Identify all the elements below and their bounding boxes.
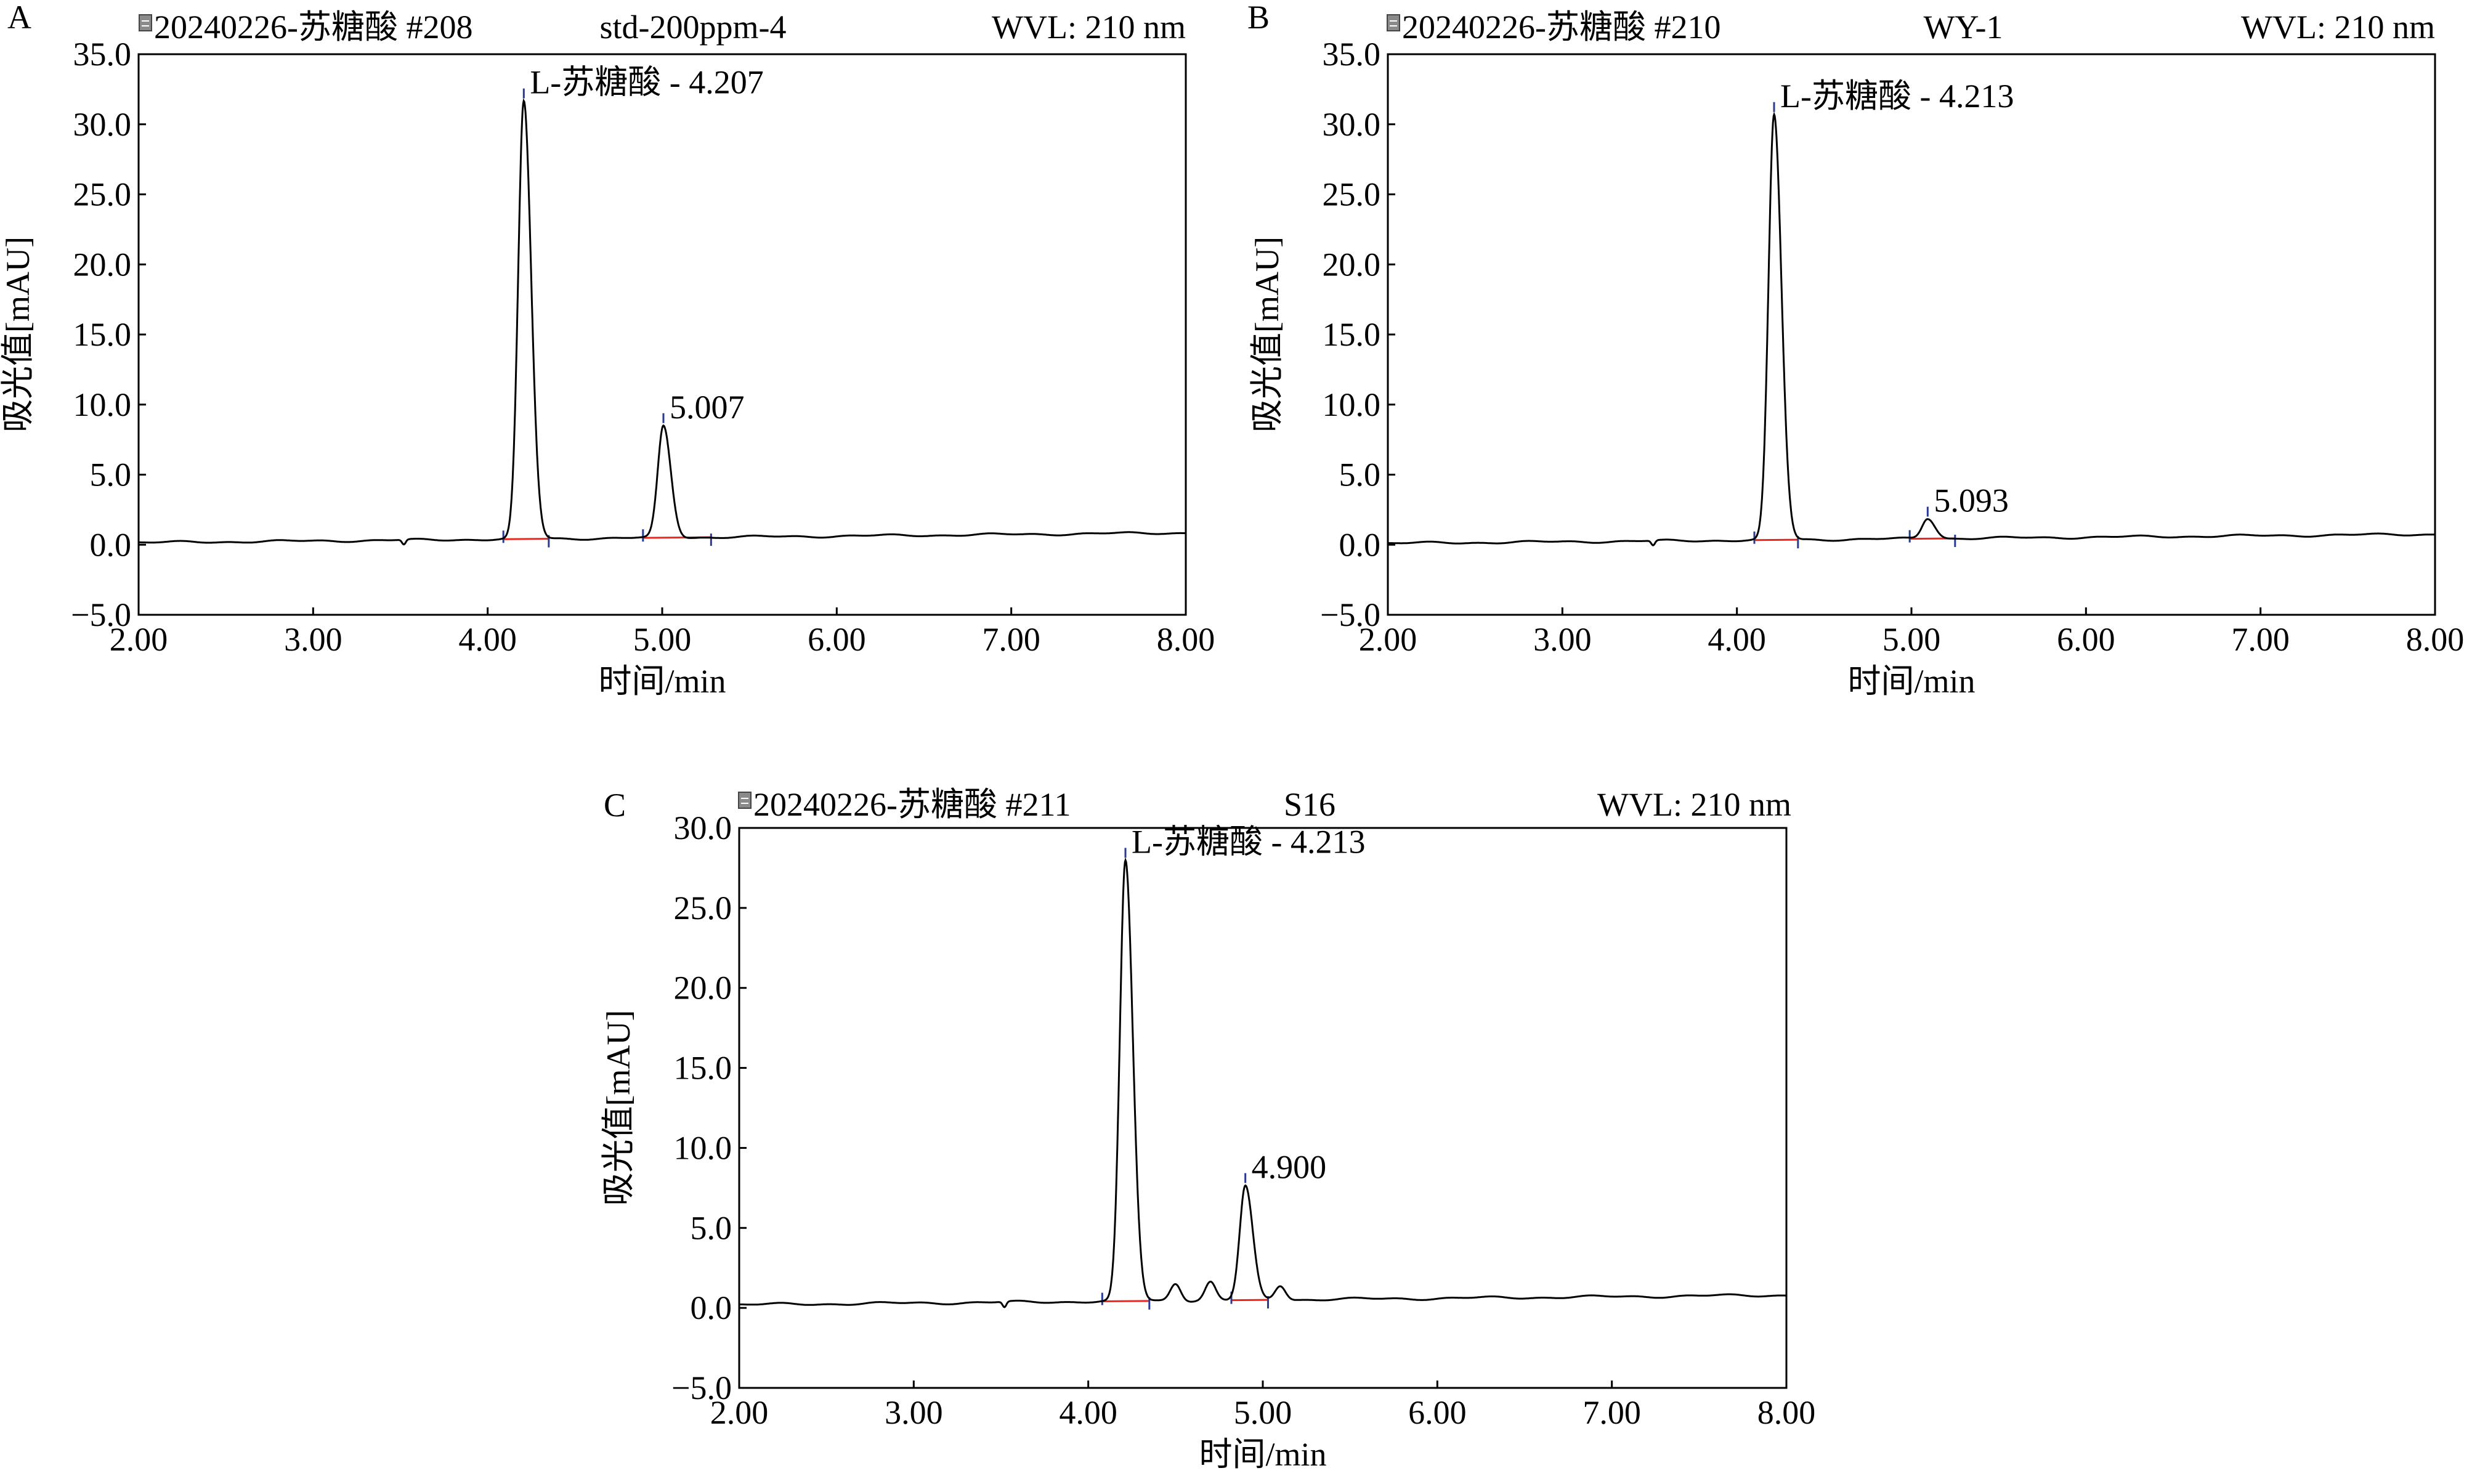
document-icon	[139, 14, 152, 31]
y-tick-label: 5.0	[1339, 456, 1381, 493]
wavelength-label: WVL: 210 nm	[1597, 786, 1791, 823]
x-axis-label: 时间/min	[598, 663, 726, 700]
peak-label: 5.093	[1934, 482, 2009, 519]
x-tick-label: 2.00	[710, 1394, 769, 1431]
file-label: 20240226-苏糖酸 #208	[154, 9, 472, 46]
y-tick-label: 25.0	[674, 890, 732, 926]
x-tick-label: 8.00	[1757, 1394, 1816, 1431]
document-icon-body	[139, 14, 152, 31]
panel-b: B 20240226-苏糖酸 #210 WY-1 WVL: 210 nm −5.0 0.0…	[1247, 0, 2464, 700]
document-icon-body	[738, 792, 752, 809]
y-tick-label: 25.0	[73, 176, 132, 213]
panel-letter: A	[7, 0, 31, 36]
y-tick-label: 5.0	[90, 456, 132, 493]
y-tick-label: 10.0	[674, 1129, 732, 1166]
x-axis-label: 时间/min	[1199, 1436, 1326, 1473]
panel-letter: C	[604, 787, 626, 824]
x-tick-label: 6.00	[1408, 1394, 1467, 1431]
document-icon	[1387, 14, 1400, 31]
y-tick-label: 30.0	[1323, 106, 1381, 143]
x-tick-label: 3.00	[885, 1394, 943, 1431]
x-tick-label: 8.00	[2406, 621, 2465, 658]
x-tick-label: 7.00	[982, 621, 1040, 658]
x-tick-label: 5.00	[1882, 621, 1941, 658]
x-tick-label: 7.00	[2231, 621, 2290, 658]
x-tick-label: 6.00	[2057, 621, 2115, 658]
y-tick-label: 5.0	[691, 1209, 732, 1246]
x-tick-label: 7.00	[1582, 1394, 1641, 1431]
y-tick-label: 35.0	[1323, 36, 1381, 73]
y-tick-label: 15.0	[1323, 316, 1381, 353]
wavelength-label: WVL: 210 nm	[2241, 9, 2435, 46]
x-tick-label: 3.00	[1533, 621, 1592, 658]
y-axis-label: 吸光值[mAU]	[600, 1010, 637, 1206]
x-tick-label: 5.00	[1234, 1394, 1292, 1431]
y-tick-label: 10.0	[1323, 386, 1381, 423]
x-axis-label: 时间/min	[1847, 663, 1975, 700]
y-tick-label: 0.0	[90, 526, 132, 563]
y-tick-label: 30.0	[73, 106, 132, 143]
y-tick-label: 35.0	[73, 36, 132, 73]
y-tick-label: 20.0	[1323, 246, 1381, 283]
x-tick-label: 5.00	[633, 621, 692, 658]
y-tick-label: 20.0	[674, 970, 732, 1007]
y-axis-label: 吸光值[mAU]	[1249, 237, 1286, 432]
x-tick-label: 2.00	[1359, 621, 1417, 658]
peak-label: 4.900	[1252, 1148, 1326, 1185]
y-tick-label: 20.0	[73, 246, 132, 283]
panel-c: C 20240226-苏糖酸 #211 S16 WVL: 210 nm −5.0 0.0 5…	[600, 786, 1815, 1473]
chromatogram-trace	[1388, 112, 2436, 546]
y-tick-label: 30.0	[674, 809, 732, 846]
y-tick-label: −5.0	[671, 1369, 732, 1406]
integration-baseline	[1102, 1300, 1149, 1303]
peak-label: L-苏糖酸 - 4.213	[1780, 78, 2014, 115]
y-tick-label: 0.0	[1339, 526, 1381, 563]
y-tick-label: −5.0	[1320, 596, 1380, 633]
chromatogram-trace	[739, 857, 1786, 1308]
sample-name: std-200ppm-4	[600, 9, 787, 46]
y-tick-label: 25.0	[1323, 176, 1381, 213]
panel-letter: B	[1247, 0, 1270, 36]
y-tick-label: 0.0	[691, 1289, 732, 1326]
document-icon	[738, 792, 752, 809]
peak-label: 5.007	[670, 389, 745, 426]
x-tick-label: 4.00	[1708, 621, 1766, 658]
file-label: 20240226-苏糖酸 #210	[1402, 9, 1720, 46]
document-icon-body	[1387, 14, 1400, 31]
peak-label: L-苏糖酸 - 4.213	[1132, 823, 1365, 860]
y-axis-label: 吸光值[mAU]	[0, 237, 36, 432]
x-tick-label: 6.00	[808, 621, 866, 658]
sample-name: WY-1	[1924, 9, 2003, 46]
y-tick-label: 15.0	[73, 316, 132, 353]
x-tick-label: 2.00	[110, 621, 168, 658]
x-tick-label: 4.00	[458, 621, 517, 658]
peak-label: L-苏糖酸 - 4.207	[530, 64, 763, 101]
chromatogram-trace	[139, 98, 1186, 546]
y-tick-label: 15.0	[674, 1050, 732, 1087]
x-tick-label: 8.00	[1157, 621, 1215, 658]
panel-a: A 20240226-苏糖酸 #208 std-200ppm-4 WVL: 210 n…	[0, 0, 1215, 700]
x-tick-label: 4.00	[1059, 1394, 1117, 1431]
y-tick-label: −5.0	[71, 596, 131, 633]
sample-name: S16	[1284, 786, 1335, 823]
y-tick-label: 10.0	[73, 386, 132, 423]
integration-baseline	[503, 538, 549, 540]
file-label: 20240226-苏糖酸 #211	[753, 786, 1071, 823]
x-tick-label: 3.00	[284, 621, 342, 658]
wavelength-label: WVL: 210 nm	[992, 9, 1186, 46]
